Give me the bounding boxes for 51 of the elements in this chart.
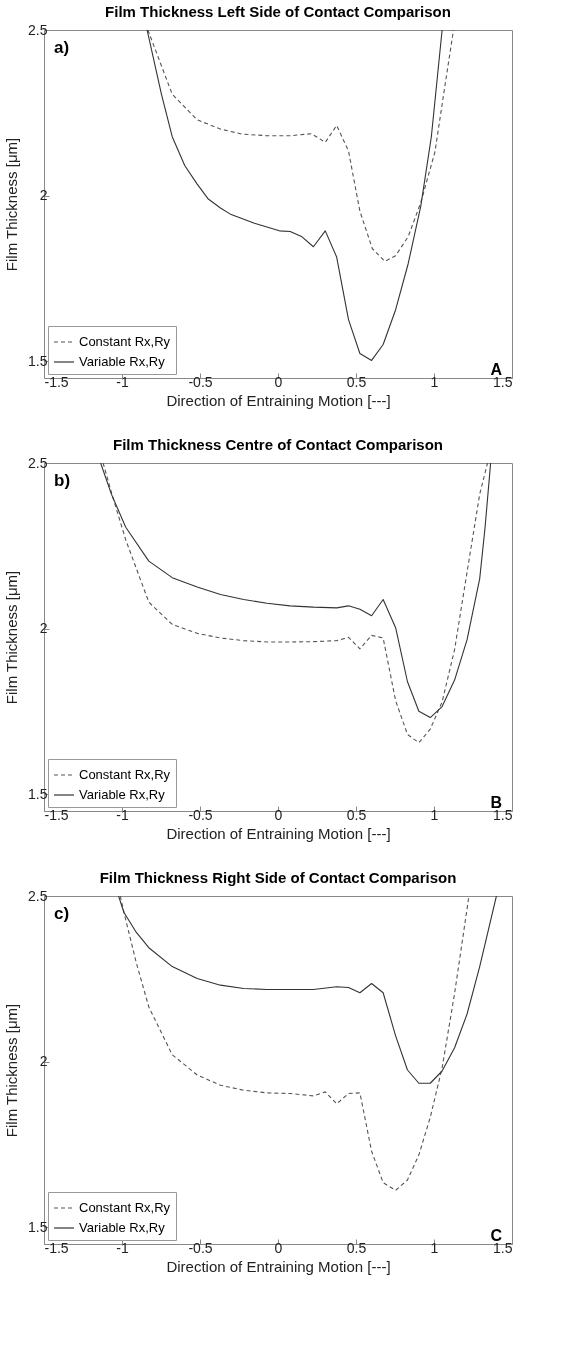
- x-tick-label: -0.5: [188, 806, 213, 823]
- y-tick-label: 1.5: [28, 1218, 48, 1235]
- y-tick-label: 2: [39, 187, 48, 204]
- chart-title: Film Thickness Centre of Contact Comparison: [112, 436, 444, 453]
- x-tick-label: 1: [430, 373, 439, 390]
- x-tick-label: -1: [116, 373, 129, 390]
- annotation: A: [490, 361, 503, 378]
- x-tick-label: -0.5: [188, 373, 213, 390]
- x-tick-label: -0.5: [188, 1239, 213, 1256]
- x-tick-label: 0.5: [346, 1239, 367, 1256]
- x-tick-label: -1: [116, 806, 129, 823]
- annotation: c): [54, 904, 70, 923]
- legend-label: Variable Rx,Ry: [79, 1220, 166, 1235]
- x-tick-label: 0: [274, 806, 283, 823]
- legend-label: Constant Rx,Ry: [79, 334, 171, 349]
- legend-label: Constant Rx,Ry: [79, 767, 171, 782]
- chart-title: Film Thickness Left Side of Contact Comparison: [105, 3, 451, 20]
- x-tick-label: 0: [274, 373, 283, 390]
- x-tick-label: 1: [430, 1239, 439, 1256]
- legend-label: Variable Rx,Ry: [79, 787, 166, 802]
- annotation: b): [54, 471, 71, 490]
- y-tick-label: 2.5: [28, 21, 48, 38]
- y-tick-label: 2: [39, 1053, 48, 1070]
- y-axis-title: Film Thickness [μm]: [3, 137, 21, 272]
- y-tick-label: 2.5: [28, 454, 48, 471]
- x-tick-label: 0.5: [346, 806, 367, 823]
- line-series: [147, 30, 455, 262]
- y-axis-title: Film Thickness [μm]: [3, 570, 21, 705]
- y-tick-label: 1.5: [28, 352, 48, 369]
- legend-label: Constant Rx,Ry: [79, 1200, 171, 1215]
- y-tick-label: 1.5: [28, 785, 48, 802]
- legend-label: Variable Rx,Ry: [79, 354, 166, 369]
- x-tick-label: -1.5: [44, 1239, 69, 1256]
- x-tick-label: -1.5: [44, 806, 69, 823]
- line-series: [119, 896, 470, 1191]
- x-tick-label: 0.5: [346, 373, 367, 390]
- y-tick-label: 2.5: [28, 887, 48, 904]
- x-axis-title: Direction of Entraining Motion [---]: [166, 391, 391, 409]
- x-tick-label: -1: [116, 1239, 129, 1256]
- x-tick-label: -1.5: [44, 373, 69, 390]
- line-series: [118, 896, 497, 1084]
- annotation: C: [490, 1227, 503, 1244]
- y-tick-label: 2: [39, 620, 48, 637]
- x-tick-label: 0: [274, 1239, 283, 1256]
- x-tick-label: 1: [430, 806, 439, 823]
- x-axis-title: Direction of Entraining Motion [---]: [166, 1257, 391, 1275]
- annotation: a): [54, 38, 70, 57]
- y-axis-title: Film Thickness [μm]: [3, 1003, 21, 1138]
- x-axis-title: Direction of Entraining Motion [---]: [166, 824, 391, 842]
- chart-title: Film Thickness Right Side of Contact Comparison: [99, 869, 457, 886]
- annotation: B: [490, 794, 502, 811]
